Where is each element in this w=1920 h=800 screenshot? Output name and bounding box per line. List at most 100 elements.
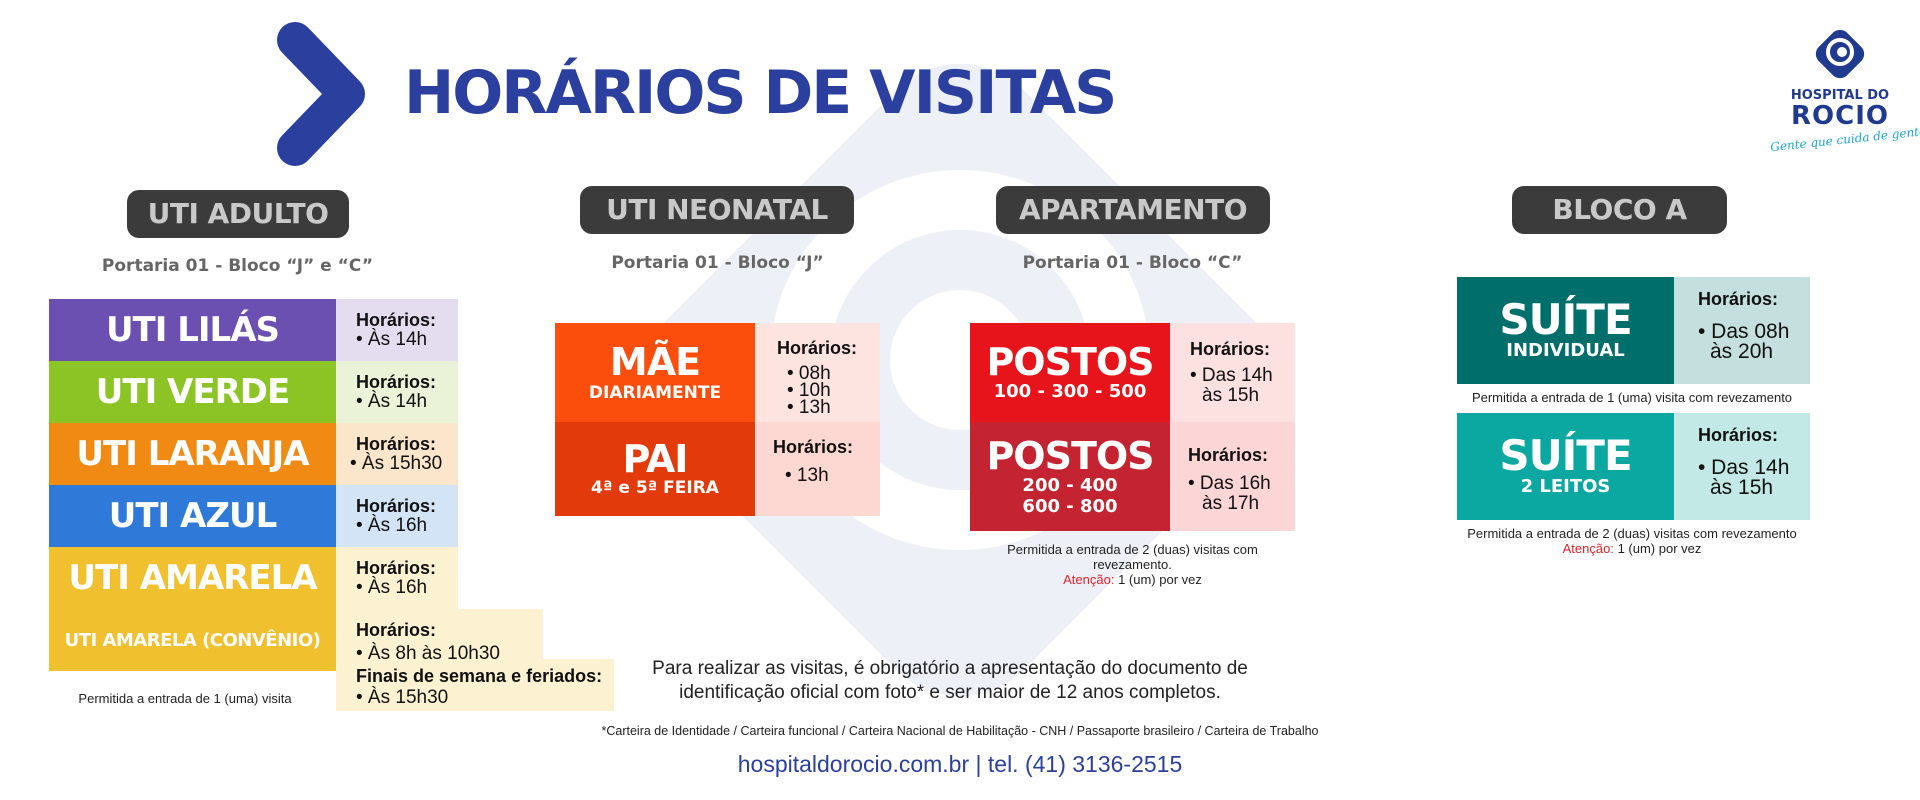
bloco-a-heading: BLOCO A bbox=[1512, 186, 1727, 234]
apartamento-heading: APARTAMENTO bbox=[996, 186, 1270, 234]
hours-label: Horários: bbox=[356, 496, 437, 516]
hours-value-line2: às 17h bbox=[1202, 493, 1260, 514]
apartamento-warning: Atenção: 1 (um) por vez bbox=[960, 572, 1305, 587]
hours-value: • 08h bbox=[787, 363, 831, 384]
hours-value: • Às 14h bbox=[356, 391, 428, 412]
postos-1-box: POSTOS 100 - 300 - 500 bbox=[970, 323, 1170, 422]
uti-azul-hours: Horários: • Às 16h bbox=[336, 485, 458, 547]
pai-box: PAI 4ª e 5ª FEIRA bbox=[555, 422, 755, 516]
uti-neonatal-portaria: Portaria 01 - Bloco “J” bbox=[611, 253, 824, 273]
suite-individual-hours: Horários: • Das 08h às 20h bbox=[1674, 277, 1810, 384]
footer-contact-link[interactable]: hospitaldorocio.com.br | tel. (41) 3136-… bbox=[737, 751, 1183, 777]
hospital-logo: HOSPITAL DO ROCIO Gente que cuida de gen… bbox=[1770, 22, 1920, 172]
hours-value: • Das 14h bbox=[1698, 456, 1790, 479]
warning-text: 1 (um) por vez bbox=[1613, 541, 1702, 556]
logo-name-line1: HOSPITAL DO bbox=[1790, 88, 1890, 103]
uti-amarela-label: UTI AMARELA bbox=[49, 547, 336, 609]
uti-amarela-convenio-weekend-bg bbox=[336, 659, 614, 711]
pai-title: PAI bbox=[622, 437, 689, 481]
footer-line1: Para realizar as visitas, é obrigatório … bbox=[652, 658, 1248, 679]
postos-2-box: POSTOS 200 - 400 600 - 800 bbox=[970, 422, 1170, 531]
uti-amarela-hours: Horários: • Às 16h bbox=[336, 547, 458, 609]
hours-value: • Das 14h bbox=[1190, 365, 1273, 386]
logo-name-line2: ROCIO bbox=[1791, 101, 1889, 131]
apartamento-portaria: Portaria 01 - Bloco “C” bbox=[1022, 253, 1243, 273]
hours-value: • Às 8h às 10h30 bbox=[356, 643, 500, 664]
uti-amarela-convenio-label: UTI AMARELA (CONVÊNIO) bbox=[49, 609, 336, 671]
mae-hours: Horários: • 08h • 10h • 13h bbox=[755, 323, 880, 422]
uti-lilas-hours: Horários: • Às 14h bbox=[336, 299, 458, 361]
uti-amarela-convenio-hours: Horários: • Às 8h às 10h30 Finais de sem… bbox=[356, 620, 616, 710]
suite-individual-box: SUÍTE INDIVIDUAL bbox=[1457, 277, 1674, 384]
hours-value-line2: às 20h bbox=[1710, 340, 1774, 363]
hours-label: Horários: bbox=[1698, 425, 1779, 445]
suite-2-leitos-note-text: Permitida a entrada de 2 (duas) visitas … bbox=[1467, 526, 1797, 541]
pai-subtitle: 4ª e 5ª FEIRA bbox=[591, 478, 719, 498]
chevron-right-icon bbox=[277, 22, 365, 166]
suite-individual-subtitle: INDIVIDUAL bbox=[1506, 339, 1625, 361]
mae-box: MÃE DIARIAMENTE bbox=[555, 323, 755, 422]
postos-2-subtitle-line2: 600 - 800 bbox=[1022, 495, 1118, 517]
page-title: HORÁRIOS DE VISITAS bbox=[404, 58, 1117, 128]
hours-label: Horários: bbox=[356, 620, 437, 640]
uti-adulto-note: Permitida a entrada de 1 (uma) visita bbox=[78, 691, 292, 706]
pai-hours: Horários: • 13h bbox=[755, 422, 880, 516]
hours-value: • Das 08h bbox=[1698, 320, 1790, 343]
weekend-value: • Às 15h30 bbox=[356, 687, 449, 708]
suite-2-leitos-note: Permitida a entrada de 2 (duas) visitas … bbox=[1447, 526, 1817, 556]
uti-verde-label: UTI VERDE bbox=[49, 361, 336, 423]
weekend-label: Finais de semana e feriados: bbox=[356, 666, 603, 686]
postos-2-subtitle-line1: 200 - 400 bbox=[1022, 474, 1118, 496]
uti-laranja-label: UTI LARANJA bbox=[49, 423, 336, 485]
apartamento-note-line2: revezamento. bbox=[1093, 557, 1172, 572]
uti-verde-hours: Horários: • Às 14h bbox=[336, 361, 458, 423]
hours-label: Horários: bbox=[356, 558, 437, 578]
warning-text: 1 (um) por vez bbox=[1114, 572, 1202, 587]
warning-label: Atenção: bbox=[1063, 572, 1115, 587]
postos-1-subtitle: 100 - 300 - 500 bbox=[993, 380, 1147, 402]
uti-lilas-label: UTI LILÁS bbox=[49, 299, 336, 361]
hours-label: Horários: bbox=[1188, 445, 1269, 465]
hours-label: Horários: bbox=[1190, 339, 1271, 359]
hours-value: • Às 16h bbox=[356, 515, 428, 536]
uti-adulto-heading: UTI ADULTO bbox=[127, 190, 349, 238]
hours-label: Horários: bbox=[356, 310, 437, 330]
hours-value: • 10h bbox=[787, 380, 831, 401]
hours-label: Horários: bbox=[356, 434, 437, 454]
suite-2-leitos-subtitle: 2 LEITOS bbox=[1520, 475, 1611, 497]
uti-adulto-portaria: Portaria 01 - Bloco “J” e “C” bbox=[101, 256, 374, 276]
postos-1-title: POSTOS bbox=[986, 339, 1154, 384]
hours-value: • Às 16h bbox=[356, 577, 428, 598]
postos-1-hours: Horários: • Das 14h às 15h bbox=[1170, 323, 1295, 422]
suite-2-leitos-title: SUÍTE bbox=[1499, 430, 1632, 480]
hours-value: • 13h bbox=[785, 465, 829, 486]
hours-value: • Às 14h bbox=[356, 329, 428, 350]
hours-label: Horários: bbox=[356, 372, 437, 392]
suite-2-leitos-box: SUÍTE 2 LEITOS bbox=[1457, 413, 1674, 520]
uti-neonatal-heading: UTI NEONATAL bbox=[580, 186, 854, 234]
hours-value: • Das 16h bbox=[1188, 473, 1271, 494]
hours-value: • Às 15h30 bbox=[350, 453, 443, 474]
hours-label: Horários: bbox=[777, 338, 858, 358]
postos-2-title: POSTOS bbox=[986, 433, 1154, 478]
hours-value: • 13h bbox=[787, 397, 831, 418]
footer-line2: identificação oficial com foto* e ser ma… bbox=[679, 682, 1221, 703]
mae-subtitle: DIARIAMENTE bbox=[588, 382, 722, 403]
hours-value-line2: às 15h bbox=[1202, 385, 1260, 406]
apartamento-note: Permitida a entrada de 2 (duas) visitas … bbox=[960, 542, 1305, 587]
footer-requirements: Para realizar as visitas, é obrigatório … bbox=[600, 657, 1300, 705]
apartamento-note-line1: Permitida a entrada de 2 (duas) visitas … bbox=[1007, 542, 1258, 557]
uti-amarela-convenio-hours-bg bbox=[336, 609, 543, 659]
mae-title: MÃE bbox=[609, 339, 701, 384]
hospital-logo-mark bbox=[1815, 29, 1865, 79]
hours-value-line2: às 15h bbox=[1710, 476, 1774, 499]
suite-individual-title: SUÍTE bbox=[1499, 294, 1632, 344]
footer-documents: *Carteira de Identidade / Carteira funci… bbox=[601, 724, 1319, 738]
uti-laranja-hours: Horários: • Às 15h30 bbox=[336, 423, 458, 485]
suite-2-leitos-hours: Horários: • Das 14h às 15h bbox=[1674, 413, 1810, 520]
hours-label: Horários: bbox=[773, 437, 854, 457]
hours-label: Horários: bbox=[1698, 289, 1779, 309]
postos-2-hours: Horários: • Das 16h às 17h bbox=[1170, 422, 1295, 531]
uti-azul-label: UTI AZUL bbox=[49, 485, 336, 547]
bloco-a-warning: Atenção: 1 (um) por vez bbox=[1447, 541, 1817, 556]
